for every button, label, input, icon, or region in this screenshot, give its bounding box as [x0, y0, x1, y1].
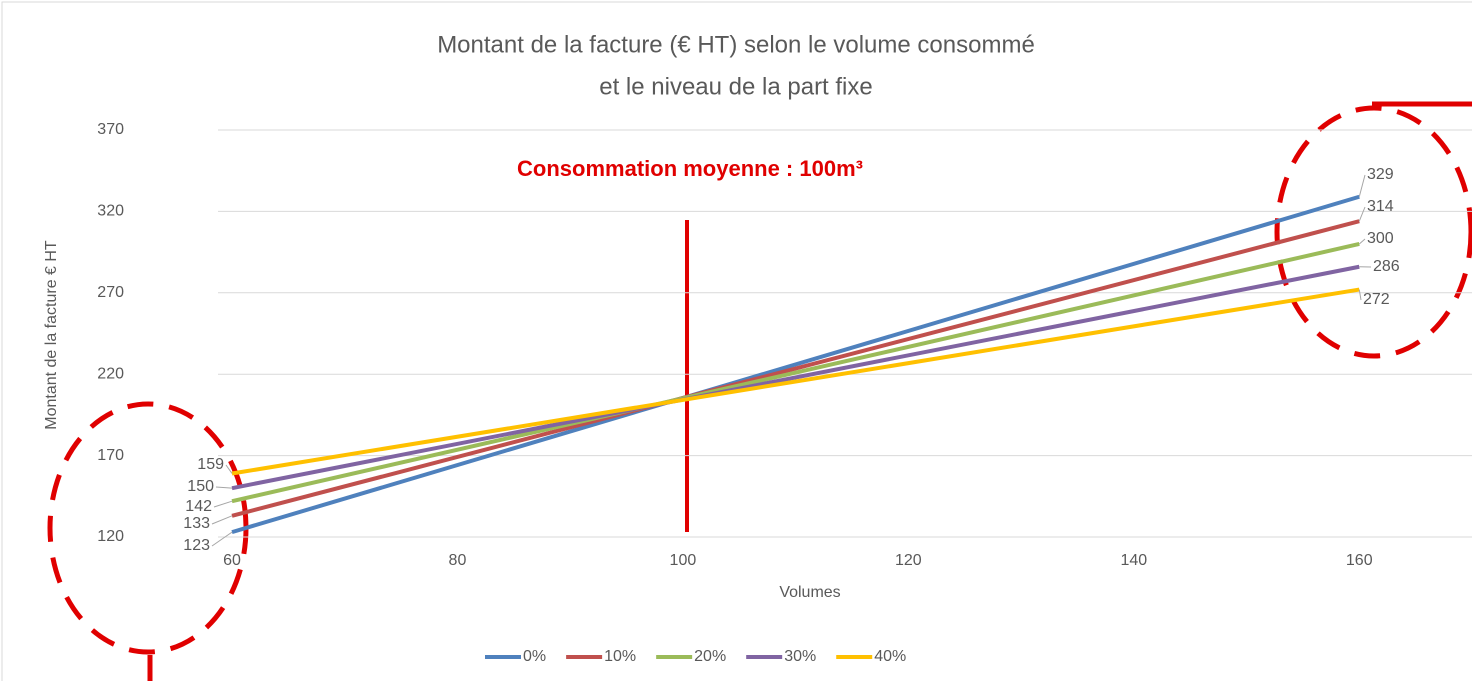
- x-tick-label: 120: [895, 552, 922, 569]
- x-tick-label: 100: [670, 552, 697, 569]
- data-label: 272: [1363, 291, 1390, 308]
- label-leader: [211, 515, 233, 525]
- label-leader: [1358, 238, 1366, 245]
- label-leader: [215, 486, 233, 489]
- data-label: 123: [183, 537, 210, 554]
- x-tick-label: 80: [449, 552, 467, 569]
- highlight-circle: [47, 401, 249, 655]
- legend-label: 40%: [874, 648, 906, 665]
- label-leader: [1358, 289, 1362, 301]
- y-tick-label: 320: [97, 203, 124, 220]
- y-tick-label: 220: [97, 365, 124, 382]
- series-line: [231, 219, 1360, 518]
- legend-label: 30%: [784, 648, 816, 665]
- chart-title: Montant de la facture (€ HT) selon le vo…: [437, 31, 1035, 58]
- data-label: 142: [185, 498, 212, 515]
- label-leader: [1358, 206, 1366, 222]
- data-label: 159: [197, 456, 224, 473]
- label-leader: [213, 500, 233, 508]
- annotation: Consommation moyenne : 100m³: [517, 156, 863, 181]
- x-axis-label: Volumes: [779, 584, 840, 601]
- label-leader: [225, 464, 233, 474]
- highlight-circle: [1274, 105, 1472, 359]
- data-label: 329: [1367, 166, 1394, 183]
- y-tick-label: 370: [97, 121, 124, 138]
- data-label: 300: [1367, 230, 1394, 247]
- data-label: 286: [1373, 258, 1400, 275]
- legend-label: 20%: [694, 648, 726, 665]
- chart-title: et le niveau de la part fixe: [599, 73, 873, 100]
- y-tick-label: 170: [97, 447, 124, 464]
- x-tick-label: 160: [1346, 552, 1373, 569]
- y-tick-label: 120: [97, 528, 124, 545]
- data-label: 314: [1367, 198, 1394, 215]
- y-tick-label: 270: [97, 284, 124, 301]
- label-leader: [211, 531, 233, 547]
- series-line: [231, 287, 1360, 476]
- legend-label: 0%: [523, 648, 546, 665]
- label-leader: [1358, 174, 1366, 197]
- legend-label: 10%: [604, 648, 636, 665]
- series-line: [231, 194, 1360, 535]
- series-line: [231, 264, 1360, 491]
- x-tick-label: 60: [223, 552, 241, 569]
- y-axis-label: Montant de la facture € HT: [43, 240, 60, 430]
- data-label: 150: [187, 478, 214, 495]
- series-line: [231, 242, 1360, 504]
- x-tick-label: 140: [1120, 552, 1147, 569]
- data-label: 133: [183, 515, 210, 532]
